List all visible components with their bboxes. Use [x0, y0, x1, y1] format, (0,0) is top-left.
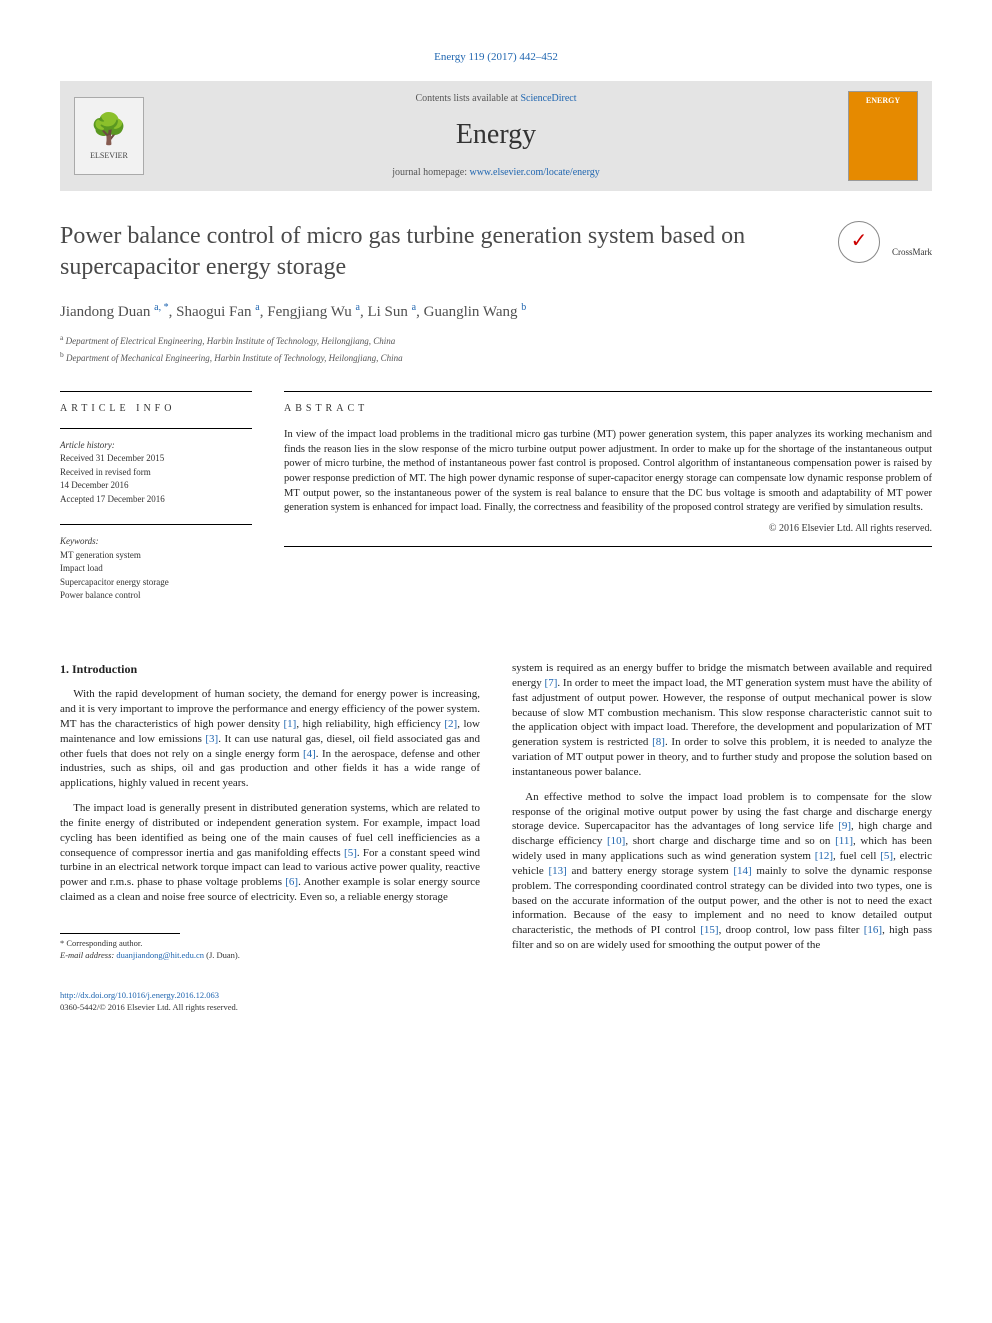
email-line: E-mail address: duanjiandong@hit.edu.cn … [60, 950, 480, 962]
history-line: Received in revised form [60, 466, 252, 480]
footnotes: * Corresponding author. E-mail address: … [60, 938, 480, 962]
elsevier-logo: 🌳 ELSEVIER [74, 97, 144, 175]
abstract-rule [284, 391, 932, 392]
section-heading: 1. Introduction [60, 661, 480, 677]
citation-ref[interactable]: [15] [700, 924, 718, 936]
body-paragraph: The impact load is generally present in … [60, 801, 480, 905]
cover-title: ENERGY [851, 96, 915, 107]
citation-ref[interactable]: [16] [864, 924, 882, 936]
journal-cover-thumb: ENERGY [848, 91, 918, 181]
contents-line: Contents lists available at ScienceDirec… [158, 92, 834, 106]
history-line: Accepted 17 December 2016 [60, 493, 252, 507]
section-title: Introduction [72, 662, 137, 676]
affiliations: a Department of Electrical Engineering, … [60, 332, 932, 365]
corresponding-author: * Corresponding author. [60, 938, 480, 950]
journal-header: 🌳 ELSEVIER Contents lists available at S… [60, 81, 932, 191]
abstract-rule-2 [284, 546, 932, 547]
homepage-link[interactable]: www.elsevier.com/locate/energy [469, 167, 599, 178]
page: Energy 119 (2017) 442–452 🌳 ELSEVIER Con… [0, 0, 992, 1053]
citation-ref[interactable]: [3] [205, 733, 218, 745]
citation-ref[interactable]: [14] [733, 865, 751, 877]
article-title: Power balance control of micro gas turbi… [60, 221, 826, 283]
section-number: 1. [60, 662, 69, 676]
article-info-column: ARTICLE INFO Article history: Received 3… [60, 391, 252, 621]
citation-ref[interactable]: [10] [607, 835, 625, 847]
abstract-heading: ABSTRACT [284, 402, 932, 416]
keywords-block: Keywords: MT generation systemImpact loa… [60, 535, 252, 603]
keyword: MT generation system [60, 549, 252, 563]
article-info-heading: ARTICLE INFO [60, 402, 252, 416]
homepage-line: journal homepage: www.elsevier.com/locat… [158, 166, 834, 180]
info-rule-3 [60, 524, 252, 525]
sciencedirect-link[interactable]: ScienceDirect [520, 93, 576, 104]
body-paragraph: An effective method to solve the impact … [512, 790, 932, 953]
issn-copyright: 0360-5442/© 2016 Elsevier Ltd. All right… [60, 1002, 238, 1012]
email-who: (J. Duan). [206, 950, 240, 960]
abstract-copyright: © 2016 Elsevier Ltd. All rights reserved… [284, 522, 932, 536]
citation-ref[interactable]: [7] [545, 677, 558, 689]
citation-line: Energy 119 (2017) 442–452 [60, 50, 932, 65]
citation-ref[interactable]: [4] [303, 748, 316, 760]
citation-ref[interactable]: [5] [880, 850, 893, 862]
publisher-name: ELSEVIER [90, 151, 128, 162]
citation-ref[interactable]: [1] [284, 718, 297, 730]
elsevier-tree-icon: 🌳 [90, 110, 127, 151]
history-line: 14 December 2016 [60, 479, 252, 493]
body-paragraph: With the rapid development of human soci… [60, 687, 480, 791]
citation-ref[interactable]: [13] [548, 865, 566, 877]
keywords-label: Keywords: [60, 535, 252, 549]
citation-ref[interactable]: [9] [838, 820, 851, 832]
citation-ref[interactable]: [11] [835, 835, 853, 847]
citation-ref[interactable]: [8] [652, 736, 665, 748]
affiliation: a Department of Electrical Engineering, … [60, 332, 932, 349]
info-rule-2 [60, 428, 252, 429]
doi-link[interactable]: http://dx.doi.org/10.1016/j.energy.2016.… [60, 990, 219, 1000]
title-row: Power balance control of micro gas turbi… [60, 221, 932, 283]
history-label: Article history: [60, 439, 252, 453]
body-text: 1. Introduction With the rapid developme… [60, 661, 932, 962]
author-email-link[interactable]: duanjiandong@hit.edu.cn [116, 950, 204, 960]
homepage-prefix: journal homepage: [392, 167, 469, 178]
info-rule [60, 391, 252, 392]
affiliation: b Department of Mechanical Engineering, … [60, 349, 932, 366]
body-paragraph: system is required as an energy buffer t… [512, 661, 932, 780]
contents-prefix: Contents lists available at [415, 93, 520, 104]
journal-name: Energy [158, 116, 834, 154]
crossmark-label: CrossMark [892, 246, 932, 258]
authors-line: Jiandong Duan a, *, Shaogui Fan a, Fengj… [60, 301, 932, 322]
keyword: Power balance control [60, 589, 252, 603]
citation-ref[interactable]: [5] [344, 847, 357, 859]
citation-ref[interactable]: [6] [285, 876, 298, 888]
header-center: Contents lists available at ScienceDirec… [158, 92, 834, 179]
keyword: Supercapacitor energy storage [60, 576, 252, 590]
abstract-text: In view of the impact load problems in t… [284, 428, 932, 516]
keyword: Impact load [60, 562, 252, 576]
article-history-block: Article history: Received 31 December 20… [60, 439, 252, 507]
citation-ref[interactable]: [2] [444, 718, 457, 730]
crossmark-icon[interactable]: ✓ [838, 221, 880, 263]
info-abstract-row: ARTICLE INFO Article history: Received 3… [60, 391, 932, 621]
email-label: E-mail address: [60, 950, 114, 960]
citation-ref[interactable]: [12] [815, 850, 833, 862]
history-line: Received 31 December 2015 [60, 452, 252, 466]
footnote-separator [60, 933, 180, 934]
bottom-bar: http://dx.doi.org/10.1016/j.energy.2016.… [60, 990, 932, 1013]
abstract-column: ABSTRACT In view of the impact load prob… [284, 391, 932, 621]
